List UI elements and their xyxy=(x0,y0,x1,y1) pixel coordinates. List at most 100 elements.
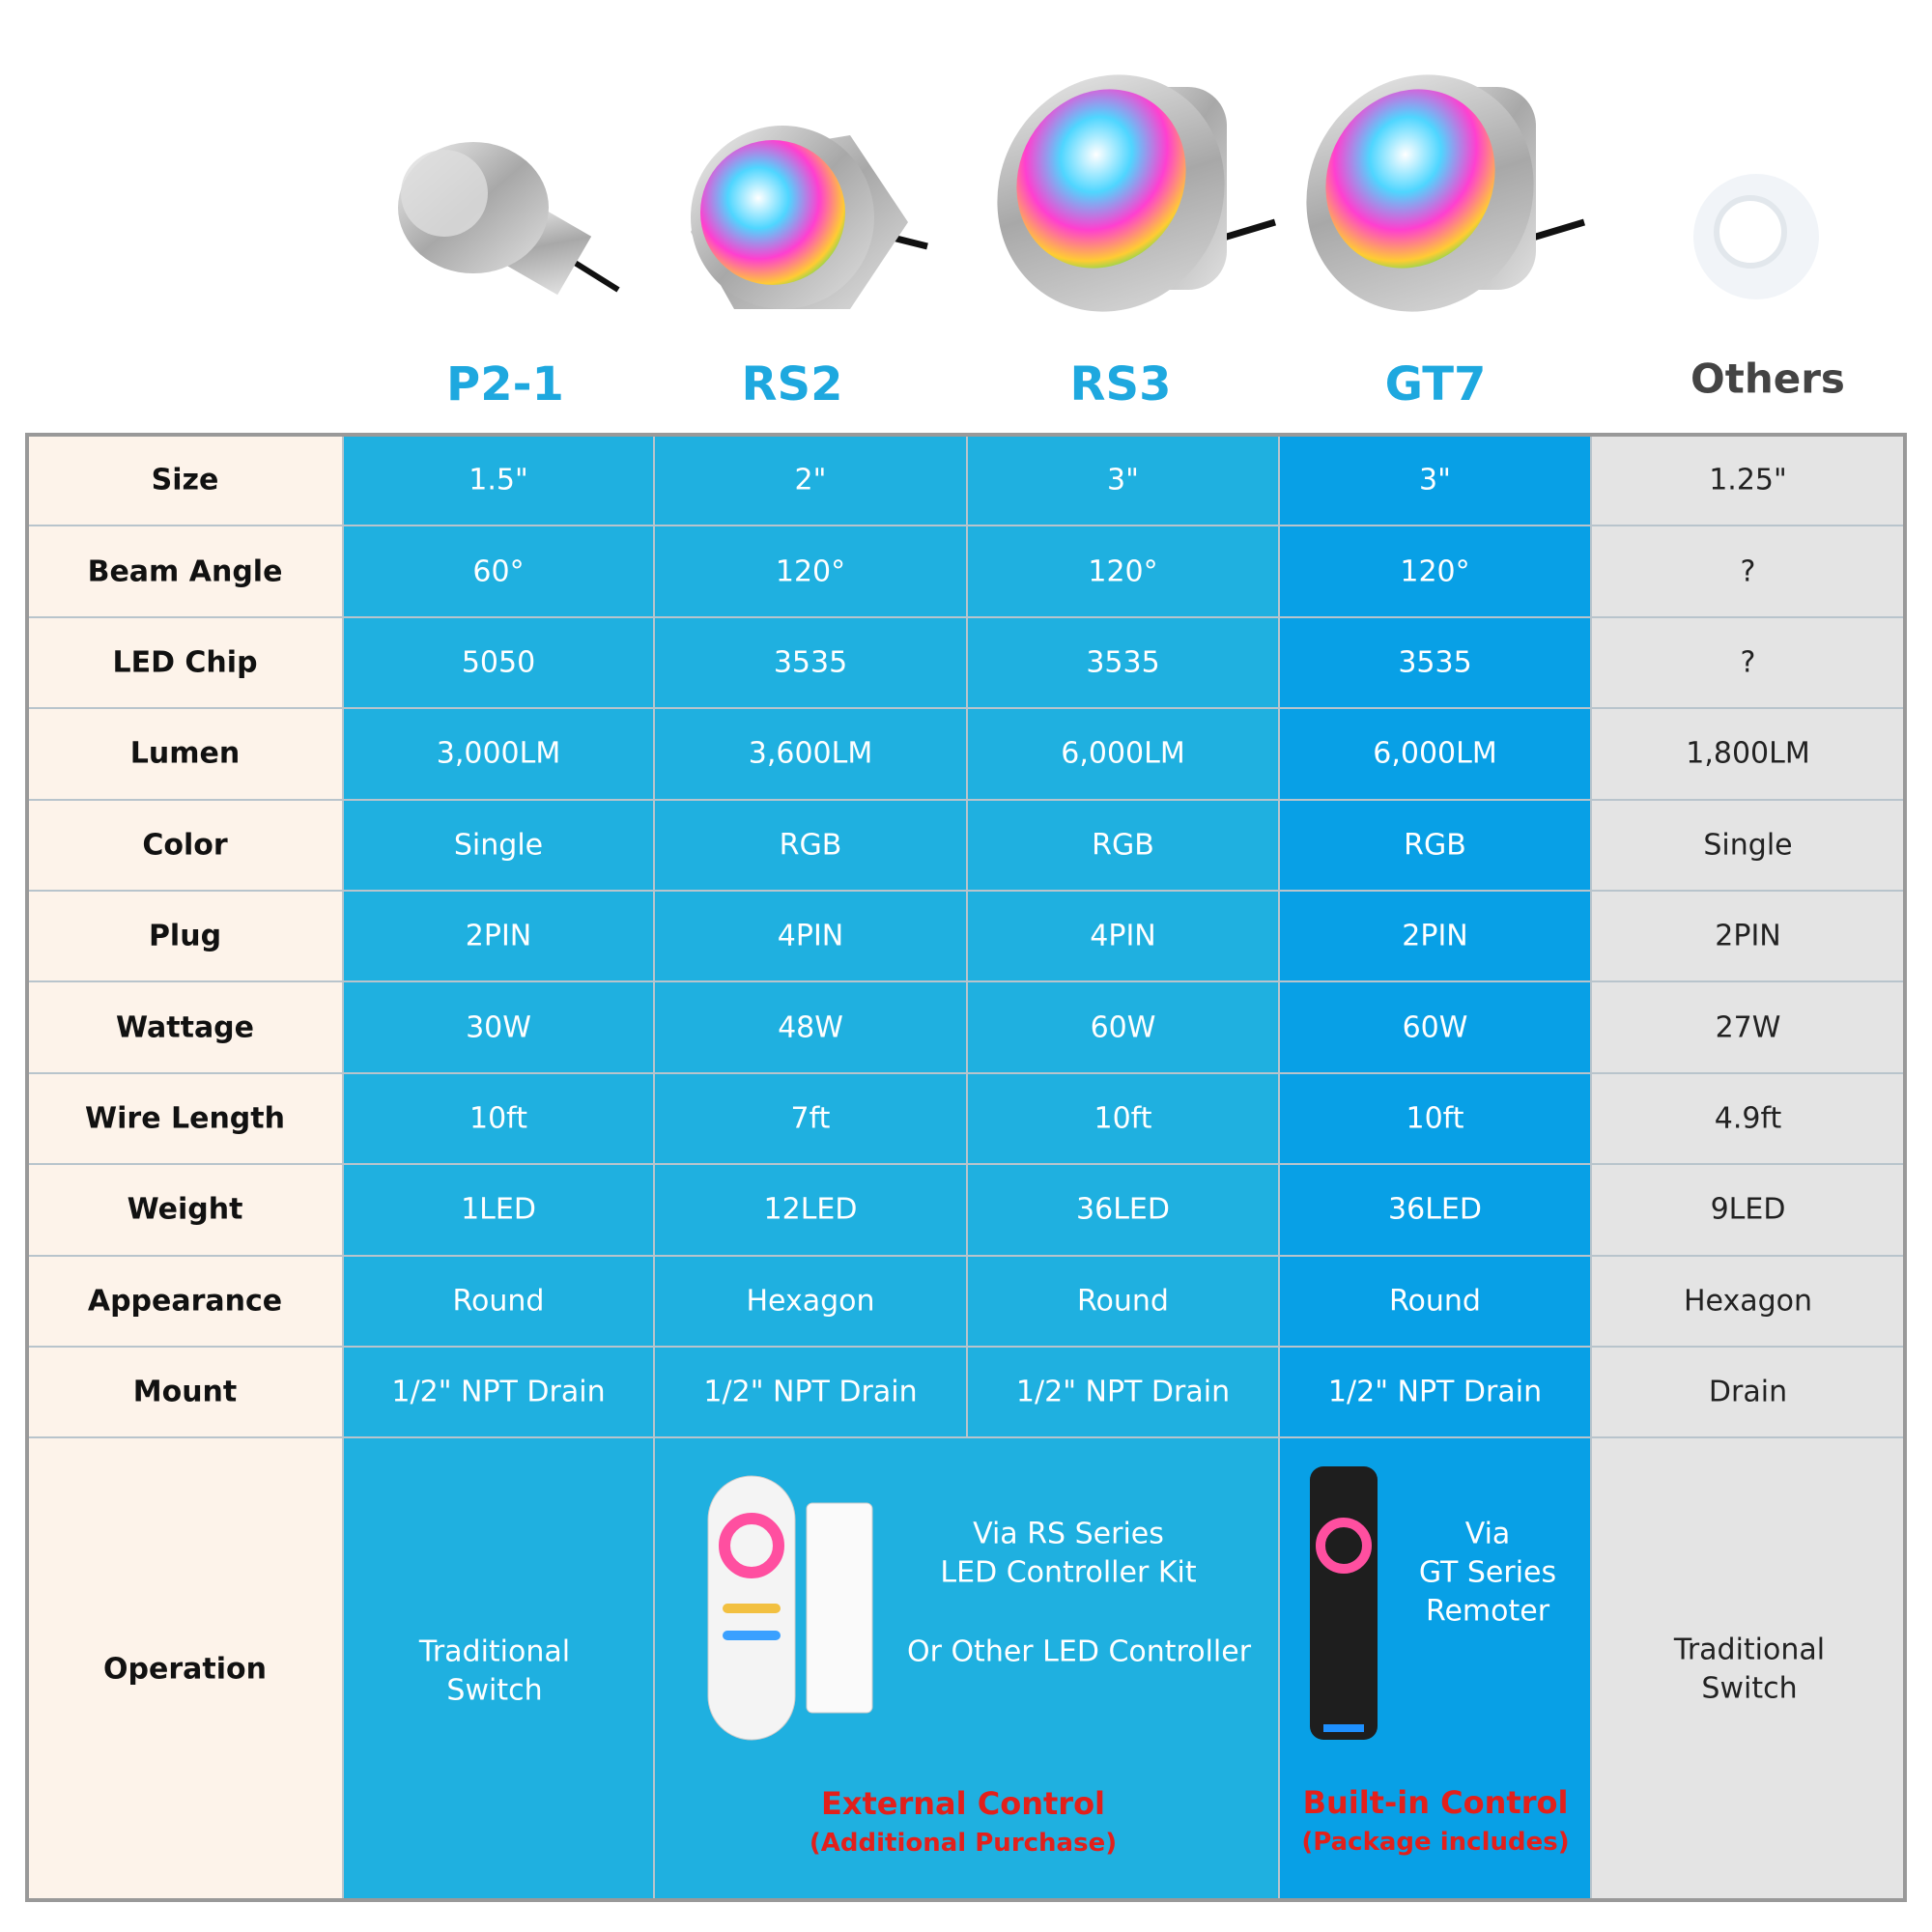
row-value: RGB xyxy=(1092,828,1154,863)
value-cell xyxy=(343,1164,654,1256)
row-value: 3535 xyxy=(773,645,848,680)
value-cell xyxy=(1279,891,1591,982)
row-label: Wattage xyxy=(115,1010,255,1045)
row-value: 120° xyxy=(1088,554,1158,589)
product-name: GT7 xyxy=(1384,357,1487,412)
label-cell xyxy=(27,708,343,800)
row-label: Color xyxy=(142,828,228,863)
row-value: Round xyxy=(1077,1284,1169,1319)
row-label: Appearance xyxy=(87,1284,283,1319)
row-label: Weight xyxy=(127,1192,243,1227)
value-cell xyxy=(654,891,967,982)
value-cell xyxy=(654,799,967,891)
operation-text: GT Series xyxy=(1418,1555,1557,1590)
gt7-image xyxy=(1306,74,1586,312)
control-title: External Control xyxy=(820,1785,1106,1822)
row-value: 10ft xyxy=(1406,1101,1464,1136)
row-value: 4PIN xyxy=(1090,919,1156,953)
row-value: Round xyxy=(1389,1284,1481,1319)
row-value: Round xyxy=(452,1284,545,1319)
row-value: 1/2" NPT Drain xyxy=(703,1375,918,1409)
operation-text: Or Other LED Controller xyxy=(906,1634,1252,1669)
table-border xyxy=(25,433,1907,1902)
value-cell xyxy=(967,1072,1279,1165)
value-cell xyxy=(1279,616,1591,709)
row-value: 2PIN xyxy=(465,919,532,953)
operation-text: Switch xyxy=(446,1673,543,1708)
value-cell xyxy=(1279,799,1591,891)
value-cell xyxy=(654,981,967,1073)
row-value: 7ft xyxy=(790,1101,831,1136)
row-value: RGB xyxy=(779,828,842,863)
operation-text: Remoter xyxy=(1425,1594,1550,1629)
row-value: 2PIN xyxy=(1402,919,1468,953)
value-cell xyxy=(1279,1164,1591,1256)
value-cell xyxy=(654,708,967,800)
row-value: 5050 xyxy=(461,645,536,680)
row-label: Beam Angle xyxy=(87,554,283,589)
row-label: LED Chip xyxy=(112,645,258,680)
value-cell xyxy=(343,981,654,1073)
label-cell xyxy=(27,981,343,1073)
value-cell xyxy=(654,1072,967,1165)
operation-text: Via xyxy=(1464,1517,1511,1551)
value-cell xyxy=(1591,1347,1905,1438)
row-value: Hexagon xyxy=(746,1284,875,1319)
value-cell xyxy=(343,616,654,709)
operation-text: Traditional xyxy=(418,1634,571,1669)
value-cell xyxy=(343,891,654,982)
product-name: P2-1 xyxy=(446,357,564,412)
operation-cell xyxy=(1591,1437,1905,1900)
row-value: 48W xyxy=(778,1010,843,1045)
row-value: 10ft xyxy=(469,1101,527,1136)
row-value: 1/2" NPT Drain xyxy=(1327,1375,1543,1409)
product-name: RS3 xyxy=(1069,357,1172,412)
value-cell xyxy=(343,708,654,800)
row-value: 60W xyxy=(1402,1010,1468,1045)
value-cell xyxy=(967,799,1279,891)
value-cell xyxy=(343,526,654,617)
row-value: 1.25" xyxy=(1709,463,1787,497)
row-value: 2PIN xyxy=(1715,919,1781,953)
value-cell xyxy=(654,1164,967,1256)
value-cell xyxy=(1591,1164,1905,1256)
row-value: 1LED xyxy=(461,1192,536,1227)
row-label: Operation xyxy=(103,1652,267,1687)
row-value: 3" xyxy=(1419,463,1451,497)
control-note: (Additional Purchase) xyxy=(809,1829,1118,1858)
value-cell xyxy=(1279,1347,1591,1438)
value-cell xyxy=(967,891,1279,982)
label-cell xyxy=(27,526,343,617)
row-value: 60W xyxy=(1090,1010,1156,1045)
value-cell xyxy=(654,526,967,617)
row-value: 36LED xyxy=(1076,1192,1170,1227)
value-cell xyxy=(967,1164,1279,1256)
row-value: 3535 xyxy=(1398,645,1472,680)
value-cell xyxy=(654,1347,967,1438)
row-value: 3" xyxy=(1107,463,1139,497)
value-cell xyxy=(1279,708,1591,800)
label-cell xyxy=(27,1437,343,1900)
product-name: Others xyxy=(1690,355,1845,403)
value-cell xyxy=(1591,891,1905,982)
operation-text: LED Controller Kit xyxy=(940,1555,1197,1590)
value-cell xyxy=(1279,981,1591,1073)
row-value: 1/2" NPT Drain xyxy=(391,1375,606,1409)
product-name: RS2 xyxy=(741,357,843,412)
value-cell xyxy=(967,1255,1279,1347)
row-value: Single xyxy=(453,828,544,863)
row-value: 120° xyxy=(775,554,846,589)
label-cell xyxy=(27,799,343,891)
label-cell xyxy=(27,616,343,709)
row-value: 1.5" xyxy=(469,463,528,497)
value-cell xyxy=(1591,799,1905,891)
label-cell xyxy=(27,1347,343,1438)
value-cell xyxy=(343,1072,654,1165)
value-cell xyxy=(343,1255,654,1347)
row-label: Wire Length xyxy=(85,1101,285,1136)
row-value: 30W xyxy=(466,1010,531,1045)
rs3-image xyxy=(997,74,1277,312)
row-label: Mount xyxy=(132,1375,238,1409)
row-value: ? xyxy=(1740,554,1756,589)
